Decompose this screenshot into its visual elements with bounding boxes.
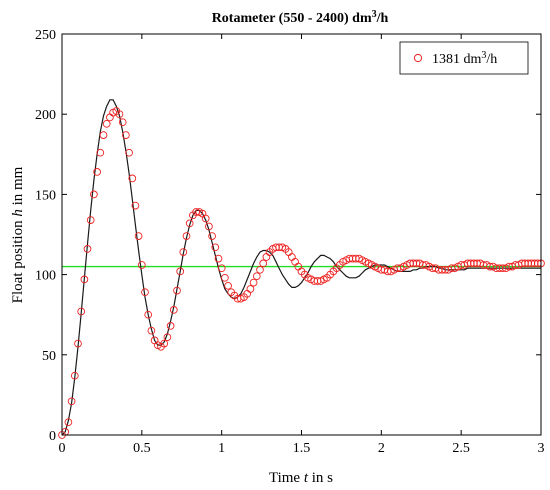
data-point <box>102 119 111 128</box>
data-point <box>144 310 153 319</box>
data-point <box>182 232 191 240</box>
data-point <box>217 264 226 273</box>
data-point <box>147 326 156 335</box>
data-point <box>259 259 268 268</box>
measurement-markers <box>58 107 545 439</box>
data-point <box>64 418 73 427</box>
x-tick-label: 2.5 <box>452 441 470 456</box>
data-point <box>173 286 181 295</box>
data-point <box>83 245 92 253</box>
data-point <box>272 243 280 252</box>
data-point <box>463 259 472 268</box>
x-tick-label: 1.5 <box>293 441 311 456</box>
data-point <box>99 131 108 139</box>
data-point <box>137 261 146 269</box>
y-axis-ticks: 0 50 100 150 200 250 <box>35 28 541 444</box>
x-axis-label: Time t in s <box>269 470 333 486</box>
y-tick-label: 50 <box>42 349 56 364</box>
x-tick-label: 0.5 <box>133 441 151 456</box>
data-point <box>205 222 213 231</box>
data-point <box>176 267 185 276</box>
data-point <box>115 110 124 119</box>
x-tick-label: 2 <box>378 441 385 456</box>
data-point <box>214 254 223 263</box>
data-point <box>90 190 98 199</box>
data-point <box>169 306 178 314</box>
data-point <box>134 232 143 240</box>
data-point <box>262 253 271 261</box>
data-point <box>67 397 76 406</box>
y-tick-label: 200 <box>35 108 56 123</box>
data-point <box>80 275 89 284</box>
data-point <box>256 265 264 274</box>
data-point <box>185 219 194 228</box>
chart-title: Rotameter (550 - 2400) dm3/h <box>212 9 389 26</box>
legend-label: 1381 dm3/h <box>432 50 497 67</box>
x-axis-ticks: 0 0.5 1 1.5 2 2.5 3 <box>59 34 545 456</box>
y-tick-label: 250 <box>35 28 56 43</box>
data-point <box>246 285 255 293</box>
data-point <box>74 339 82 348</box>
data-point <box>208 232 216 240</box>
data-point <box>122 131 130 139</box>
data-point <box>211 243 220 252</box>
data-point <box>252 272 261 281</box>
data-point <box>179 248 188 256</box>
data-point <box>163 333 172 342</box>
data-point <box>125 148 133 157</box>
data-point <box>249 278 258 287</box>
data-point <box>141 288 149 297</box>
y-tick-label: 150 <box>35 188 56 203</box>
data-point <box>106 113 114 122</box>
y-axis-label: Float position h in mm <box>10 166 26 303</box>
data-point <box>128 174 137 183</box>
data-point <box>131 201 140 210</box>
data-point <box>221 273 229 282</box>
data-point <box>288 253 296 261</box>
y-tick-label: 100 <box>35 269 56 284</box>
legend: 1381 dm3/h <box>399 41 529 75</box>
y-tick-label: 0 <box>49 429 56 444</box>
data-point <box>93 168 101 176</box>
data-point <box>77 307 86 316</box>
data-point <box>70 371 79 380</box>
model-curve <box>61 99 541 436</box>
plot-frame <box>61 33 542 436</box>
model-line-group <box>61 99 541 436</box>
data-point <box>201 214 210 223</box>
x-tick-label: 1 <box>218 441 225 456</box>
data-point <box>160 339 169 348</box>
x-tick-label: 0 <box>59 441 66 456</box>
x-tick-label: 3 <box>538 441 545 456</box>
data-point <box>96 148 105 157</box>
data-point <box>291 257 299 266</box>
data-point <box>166 322 175 330</box>
data-point <box>118 118 127 127</box>
data-point <box>86 216 95 224</box>
data-point <box>224 281 232 290</box>
legend-marker <box>413 53 423 63</box>
